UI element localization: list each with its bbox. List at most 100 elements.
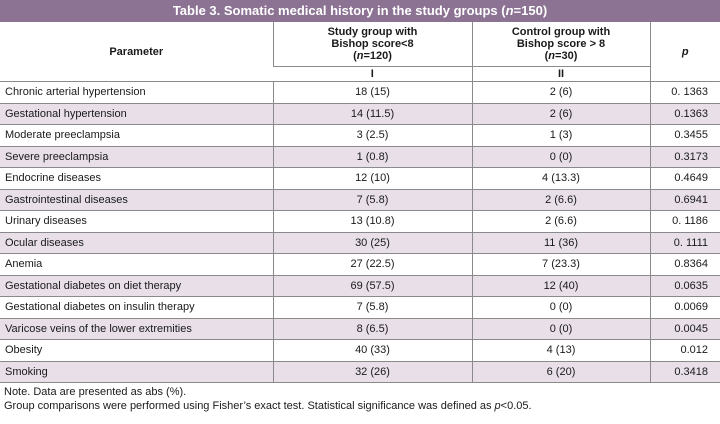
cell-p: 0.3455: [649, 124, 720, 147]
cell-parameter: Gestational diabetes on diet therapy: [0, 275, 273, 297]
table-row: Varicose veins of the lower extremities 8…: [0, 318, 720, 340]
header-control-line2: Bishop score > 8: [516, 38, 606, 50]
cell-study: 69 (57.5): [272, 275, 472, 297]
cell-control: 0 (0): [471, 146, 650, 168]
cell-parameter: Varicose veins of the lower extremities: [0, 318, 273, 340]
table-row: Smoking 32 (26) 6 (20) 0.3418: [0, 361, 720, 383]
header-p: p: [649, 22, 720, 82]
cell-control: 7 (23.3): [471, 253, 650, 276]
cell-p: 0.0635: [649, 275, 720, 297]
cell-study: 1 (0.8): [272, 146, 472, 168]
header-study-n-open: (: [353, 50, 357, 62]
cell-p: 0.3418: [649, 361, 720, 383]
table-row: Gestational hypertension 14 (11.5) 2 (6) 0.…: [0, 103, 720, 125]
table-row: Severe preeclampsia 1 (0.8) 0 (0) 0.3173: [0, 146, 720, 168]
cell-p: 0.3173: [649, 146, 720, 168]
cell-p: 0. 1111: [649, 232, 720, 254]
header-control-n-open: (: [544, 50, 549, 62]
cell-control: 11 (36): [471, 232, 650, 254]
table-row: Ocular diseases 30 (25) 11 (36) 0. 1111: [0, 232, 720, 254]
cell-parameter: Smoking: [0, 361, 273, 383]
cell-control: 2 (6): [471, 103, 650, 125]
header-control-group: Control group with Bishop score > 8 (n=3…: [471, 22, 650, 67]
header-control-roman: II: [471, 66, 650, 82]
table-row: Anemia 27 (22.5) 7 (23.3) 0.8364: [0, 253, 720, 276]
cell-p: 0. 1186: [649, 210, 720, 233]
cell-control: 1 (3): [471, 124, 650, 147]
table-row: Obesity 40 (33) 4 (13) 0.012: [0, 339, 720, 362]
cell-control: 6 (20): [471, 361, 650, 383]
table-body: Chronic arterial hypertension 18 (15) 2 (6…: [0, 81, 720, 383]
table-row: Urinary diseases 13 (10.8) 2 (6.6) 0. 1186: [0, 210, 720, 233]
cell-p: 0.6941: [649, 189, 720, 211]
note-line-1: Note. Data are presented as abs (%).: [4, 386, 187, 398]
cell-control: 2 (6.6): [471, 189, 650, 211]
header-study-line1: Study group with: [327, 26, 418, 38]
header-control-n: (n=30): [473, 50, 650, 62]
cell-parameter: Obesity: [0, 339, 273, 362]
cell-p: 0.012: [649, 339, 720, 362]
cell-study: 27 (22.5): [272, 253, 472, 276]
table-row: Gestational diabetes on diet therapy 69 (…: [0, 275, 720, 297]
title-suffix: =150): [513, 3, 548, 18]
title-text: Table 3. Somatic medical history in the …: [172, 3, 506, 18]
cell-control: 0 (0): [471, 318, 650, 340]
header-control-n-value: =30): [555, 50, 578, 62]
table-notes: Note. Data are presented as abs (%). Gro…: [0, 383, 720, 413]
cell-control: 2 (6.6): [471, 210, 650, 233]
header-control-n-var: n: [548, 50, 556, 62]
cell-parameter: Gastrointestinal diseases: [0, 189, 273, 211]
header-p-text: p: [681, 45, 689, 58]
cell-p: 0.1363: [649, 103, 720, 125]
header-study-n-value: =120): [363, 50, 392, 62]
cell-parameter: Gestational diabetes on insulin therapy: [0, 296, 273, 319]
cell-p: 0.4649: [649, 167, 720, 190]
header-parameter: Parameter: [0, 22, 273, 82]
note-line-2: Group comparisons were performed using F…: [4, 399, 720, 413]
table-row: Moderate preeclampsia 3 (2.5) 1 (3) 0.3455: [0, 124, 720, 147]
cell-parameter: Severe preeclampsia: [0, 146, 273, 168]
cell-study: 13 (10.8): [272, 210, 472, 233]
cell-parameter: Endocrine diseases: [0, 167, 273, 190]
header-control-line1: Control group with: [511, 26, 611, 38]
cell-control: 12 (40): [471, 275, 650, 297]
cell-study: 14 (11.5): [272, 103, 472, 125]
cell-parameter: Gestational hypertension: [0, 103, 273, 125]
cell-study: 30 (25): [272, 232, 472, 254]
cell-parameter: Moderate preeclampsia: [0, 124, 273, 147]
cell-control: 4 (13.3): [471, 167, 650, 190]
cell-study: 40 (33): [272, 339, 472, 362]
cell-p: 0. 1363: [649, 81, 720, 104]
note-line-2-text: Group comparisons were performed using F…: [4, 400, 495, 412]
cell-control: 0 (0): [471, 296, 650, 319]
cell-study: 7 (5.8): [272, 296, 472, 319]
table-container: Table 3. Somatic medical history in the …: [0, 0, 720, 413]
cell-study: 32 (26): [272, 361, 472, 383]
header-study-roman: I: [273, 66, 472, 82]
cell-parameter: Chronic arterial hypertension: [0, 81, 273, 104]
cell-p: 0.8364: [649, 253, 720, 276]
cell-p: 0.0045: [649, 318, 720, 340]
table-row: Gestational diabetes on insulin therapy 7…: [0, 296, 720, 319]
cell-p: 0.0069: [649, 296, 720, 319]
header-study-line2: Bishop score<8: [331, 38, 414, 50]
header-study-group: Study group with Bishop score<8 (n=120): [272, 22, 472, 67]
table-title: Table 3. Somatic medical history in the …: [0, 0, 720, 22]
cell-parameter: Urinary diseases: [0, 210, 273, 233]
header-study-n: (n=120): [274, 50, 472, 62]
table-row: Gastrointestinal diseases 7 (5.8) 2 (6.6) 0…: [0, 189, 720, 211]
cell-study: 3 (2.5): [272, 124, 472, 147]
somatic-history-table: Parameter Study group with Bishop score<…: [0, 22, 720, 383]
cell-parameter: Ocular diseases: [0, 232, 273, 254]
cell-study: 8 (6.5): [272, 318, 472, 340]
title-n: n: [505, 3, 514, 18]
table-row: Chronic arterial hypertension 18 (15) 2 (6…: [0, 81, 720, 104]
note-line-2-p: p: [494, 400, 501, 412]
cell-study: 7 (5.8): [272, 189, 472, 211]
table-row: Endocrine diseases 12 (10) 4 (13.3) 0.4649: [0, 167, 720, 190]
cell-control: 2 (6): [471, 81, 650, 104]
cell-parameter: Anemia: [0, 253, 273, 276]
cell-study: 18 (15): [272, 81, 472, 104]
note-line-2-threshold: <0.05.: [500, 400, 532, 412]
cell-study: 12 (10): [272, 167, 472, 190]
